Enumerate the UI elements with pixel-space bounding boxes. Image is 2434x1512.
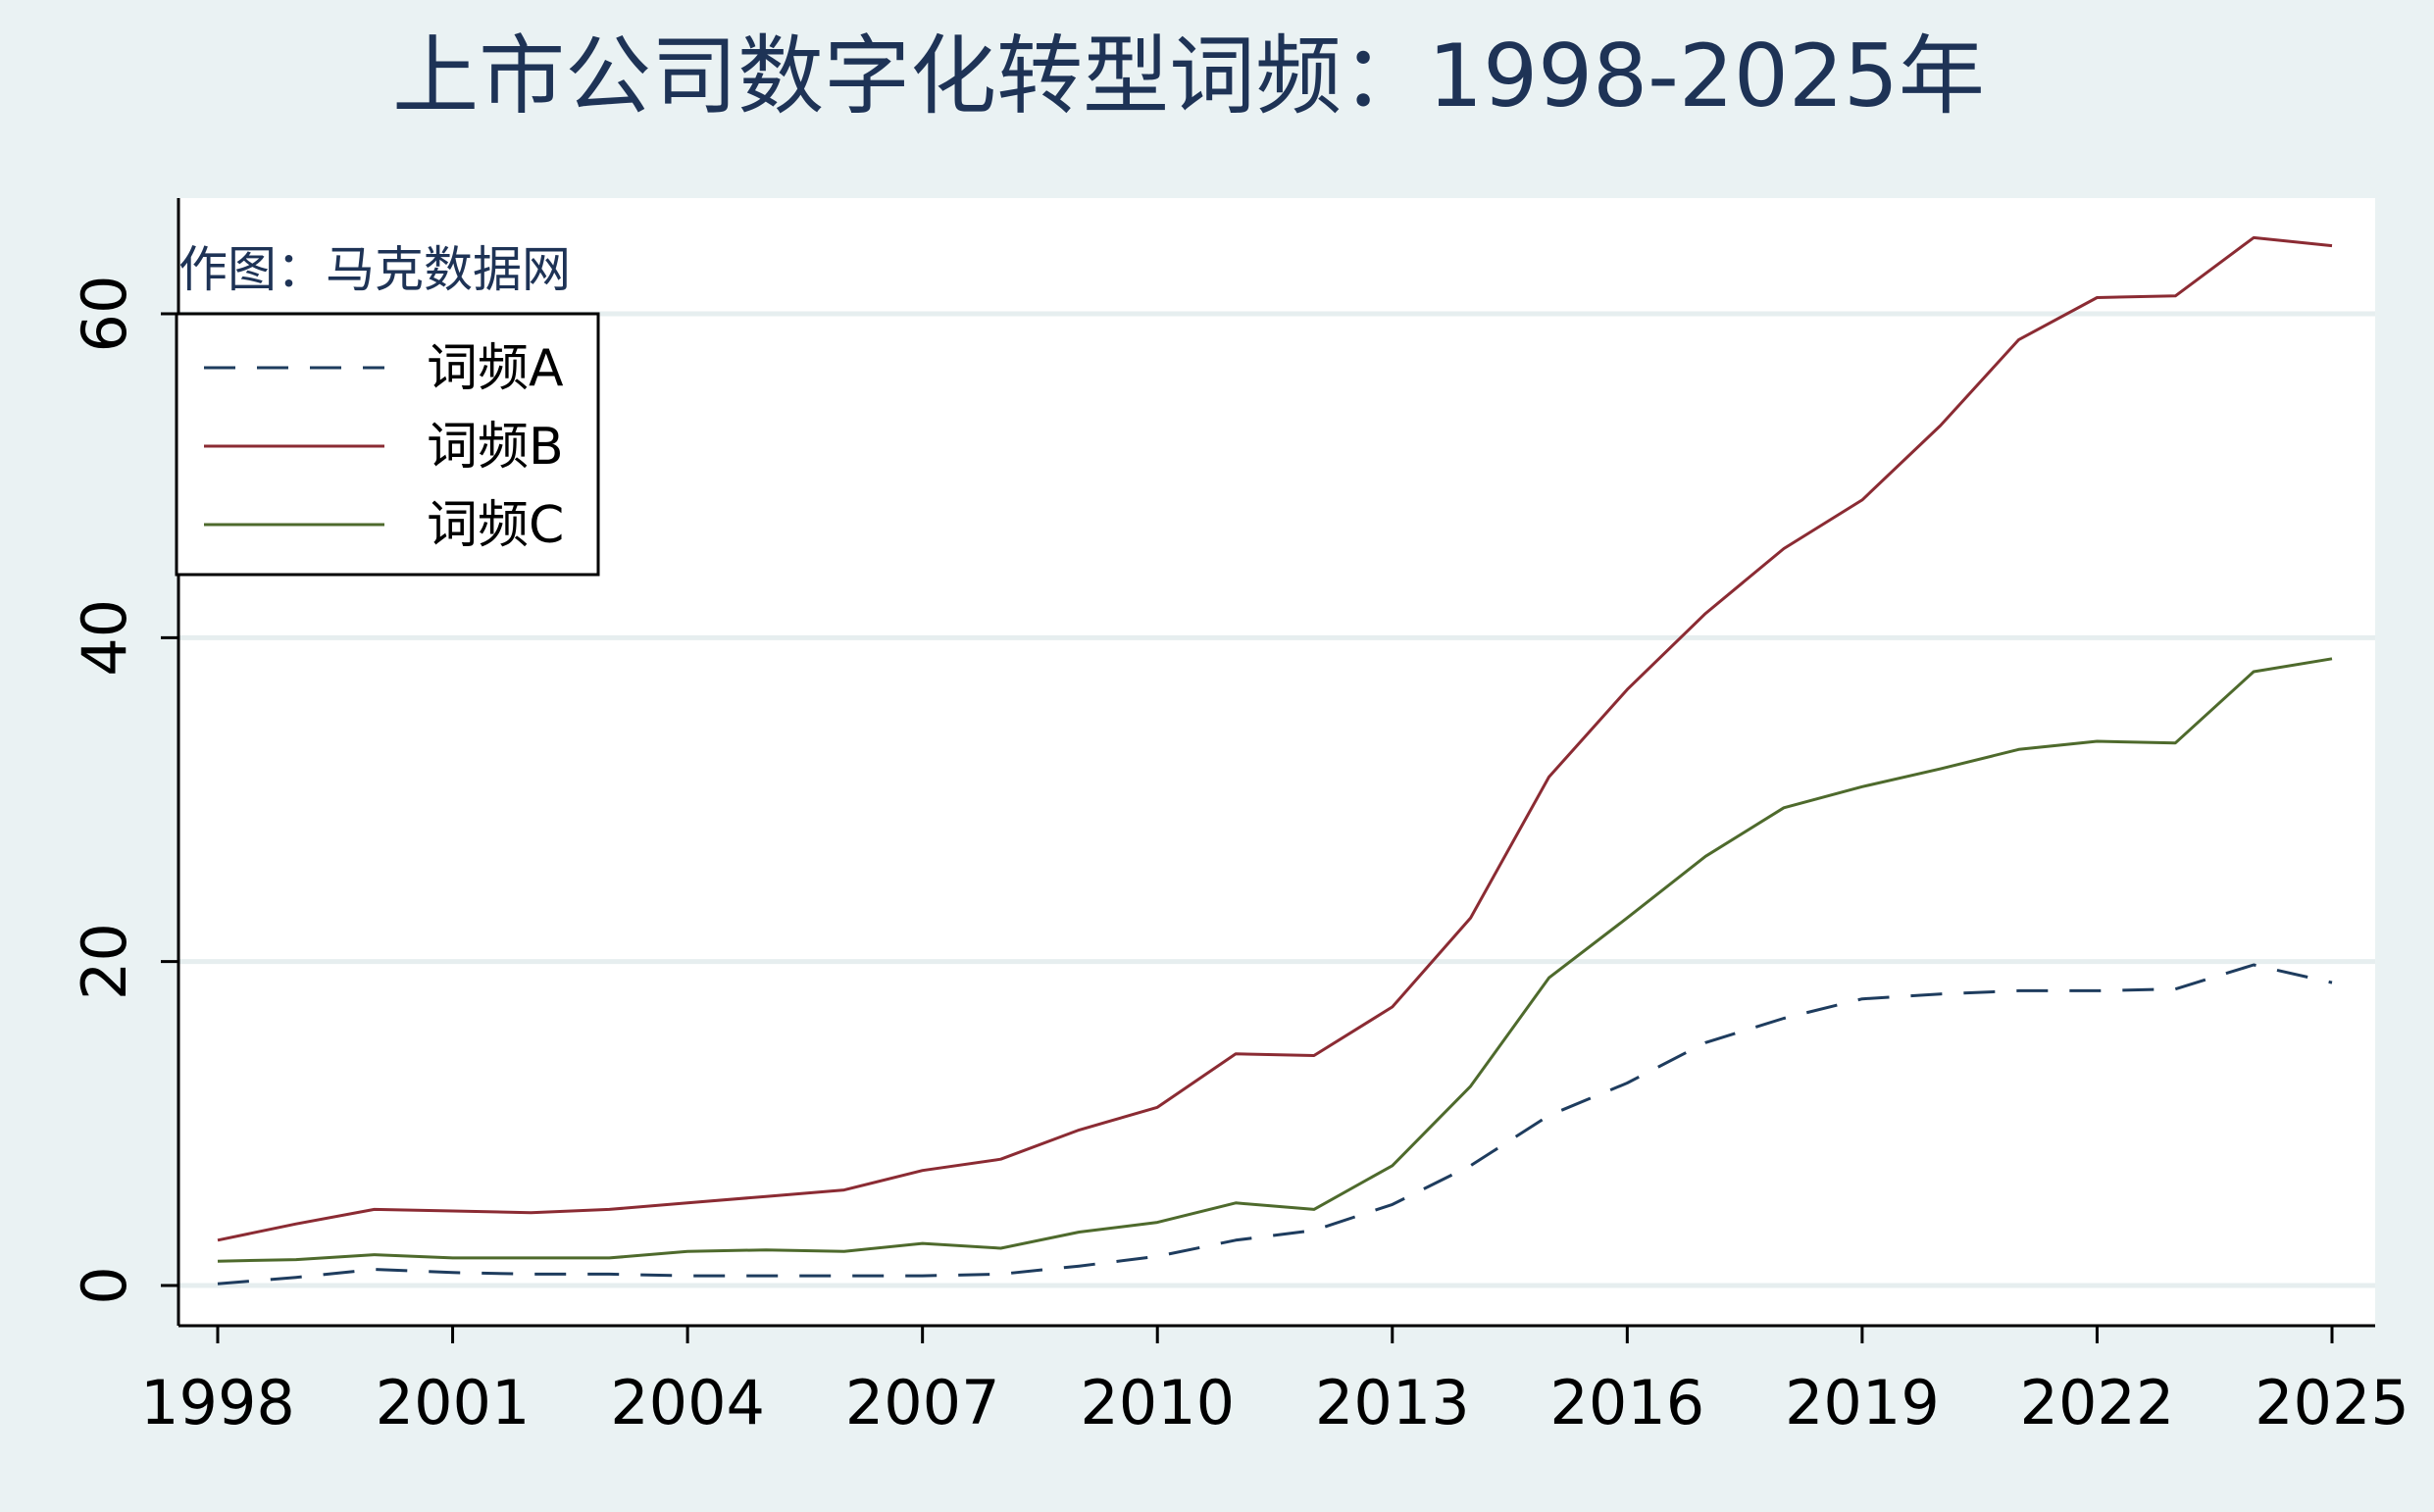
- x-axis-ticks: 1998 2001 2004 2007 2010 2013 2016 2019 2022 2025: [140, 1326, 2409, 1438]
- y-tick-label: 20: [69, 923, 140, 1000]
- x-tick-label: 2013: [1315, 1367, 1470, 1438]
- x-tick-label: 2022: [2020, 1367, 2175, 1438]
- x-tick-label: 2016: [1549, 1367, 1704, 1438]
- x-tick-label: 2025: [2255, 1367, 2409, 1438]
- x-tick-label: 2019: [1785, 1367, 1940, 1438]
- x-tick-label: 2001: [376, 1367, 531, 1438]
- y-tick-label: 60: [69, 276, 140, 353]
- x-tick-label: 2010: [1080, 1367, 1235, 1438]
- legend-label-3: 词频C: [427, 496, 564, 555]
- y-tick-label: 0: [69, 1266, 140, 1304]
- x-tick-label: 2007: [845, 1367, 1000, 1438]
- x-tick-label: 1998: [140, 1367, 295, 1438]
- x-tick-label: 2004: [610, 1367, 765, 1438]
- legend: 词频A 词频B 词频C: [175, 312, 600, 577]
- y-axis-ticks: 0 20 40 60: [69, 276, 178, 1305]
- legend-label-1: 词频A: [427, 339, 564, 398]
- chart-note: 作图：马克数据网: [178, 241, 571, 298]
- legend-box: [175, 312, 600, 577]
- legend-label-2: 词频B: [427, 418, 564, 477]
- series-lines: [217, 235, 2333, 1285]
- chart-title: 上市公司数字化转型词频：1998-2025年: [392, 25, 1985, 126]
- series-line-3: [217, 657, 2333, 1263]
- y-tick-label: 40: [69, 599, 140, 677]
- series-line-2: [217, 235, 2333, 1242]
- series-line-1: [217, 963, 2333, 1285]
